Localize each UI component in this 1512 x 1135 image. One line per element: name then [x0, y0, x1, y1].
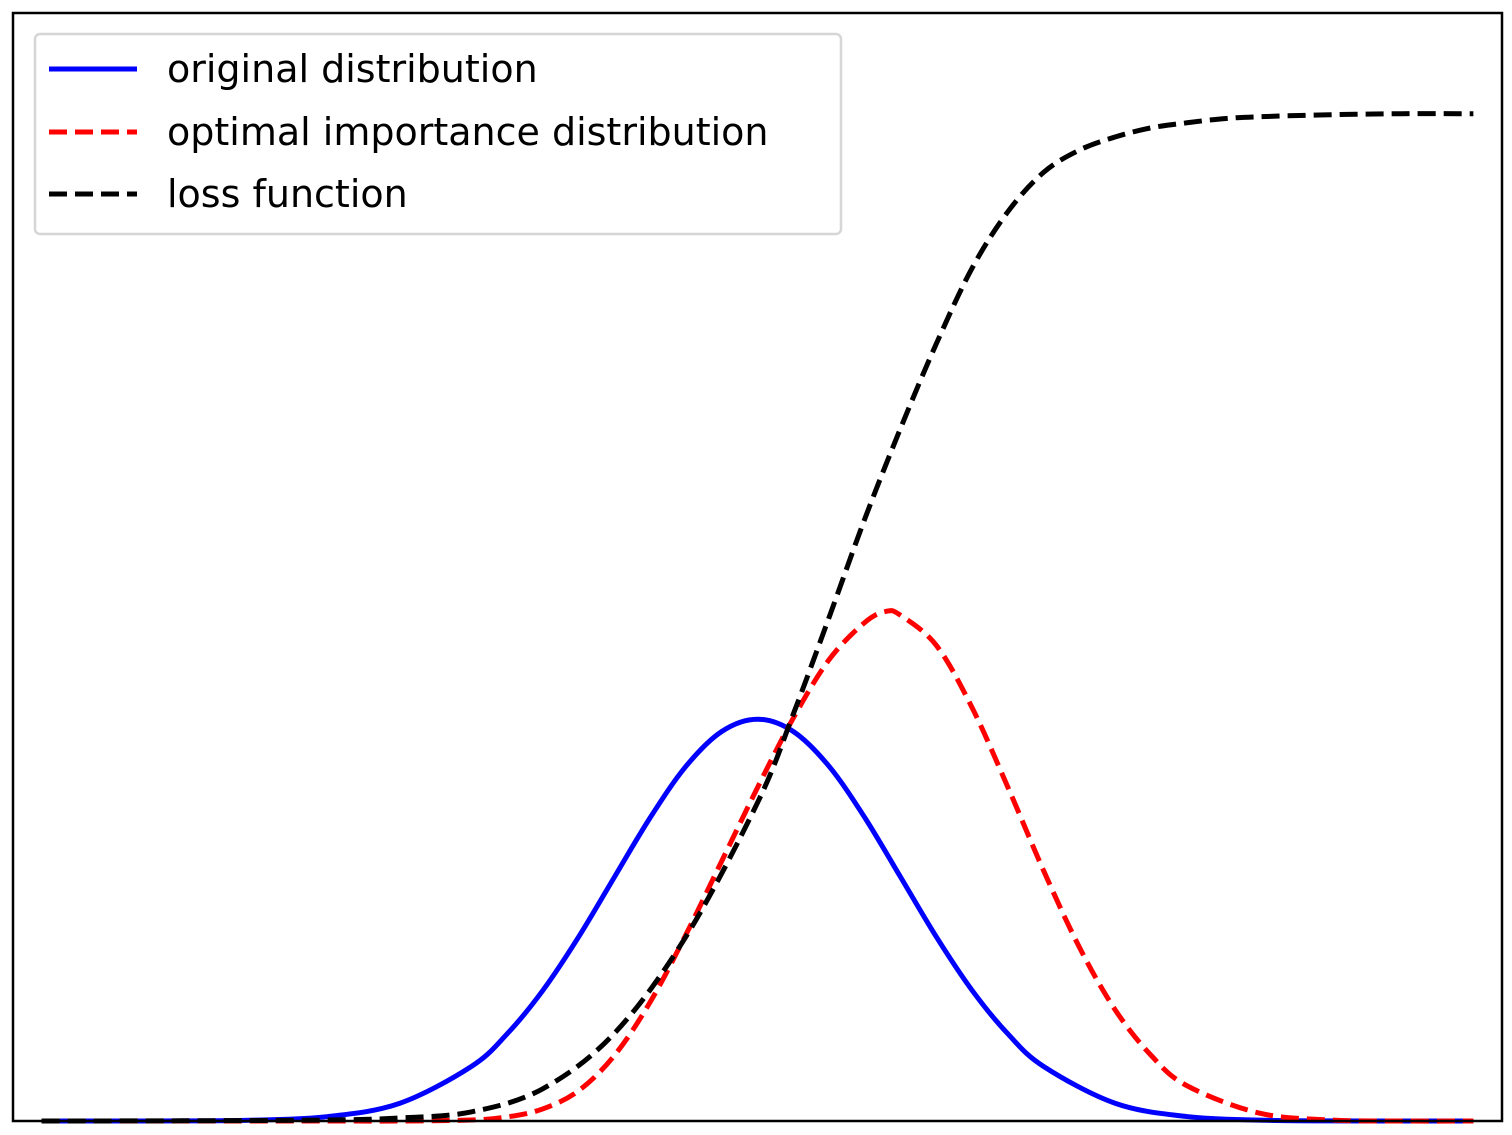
series-line-loss-function: [41, 111, 1474, 1124]
legend-label-optimal-importance-distribution: optimal importance distribution: [167, 110, 769, 154]
legend-entry-loss-function: loss function: [49, 172, 408, 216]
series-layer: [41, 111, 1474, 1124]
legend-box: [33, 32, 843, 236]
plot-frame: [11, 11, 1504, 1123]
series-line-original-distribution: [41, 716, 1474, 1124]
series-line-optimal-importance-distribution: [41, 608, 1474, 1124]
legend-label-original-distribution: original distribution: [167, 47, 538, 91]
legend-label-loss-function: loss function: [167, 172, 408, 216]
legend-entry-original-distribution: original distribution: [49, 47, 538, 91]
legend-entry-optimal-importance-distribution: optimal importance distribution: [49, 110, 769, 154]
legend: original distribution optimal importance…: [33, 32, 843, 236]
